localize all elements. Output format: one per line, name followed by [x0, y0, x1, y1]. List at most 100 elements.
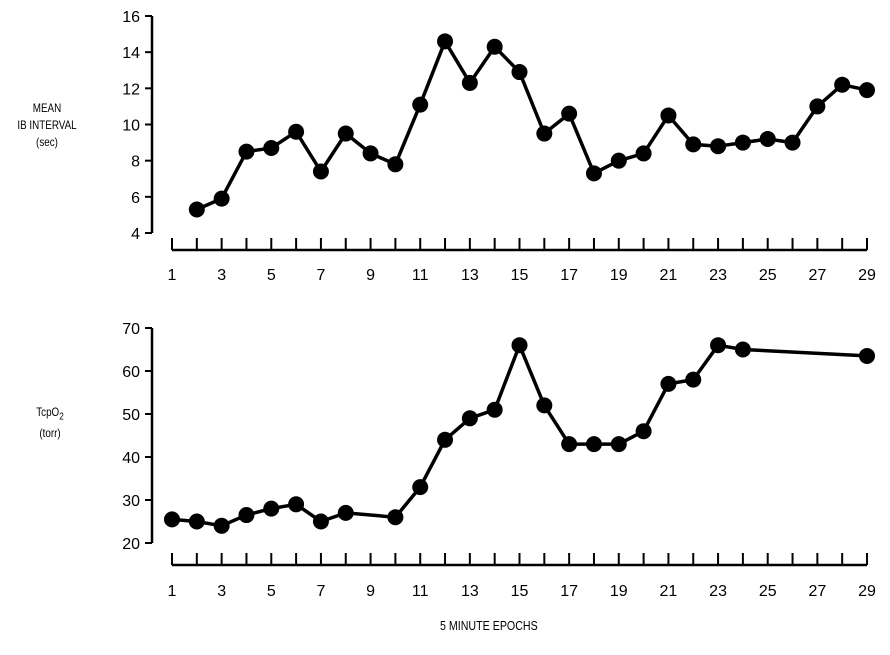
top-data-point [461, 74, 478, 91]
bottom-data-point [238, 507, 255, 524]
top-x-tick-label: 27 [808, 267, 826, 284]
bottom-data-point [685, 371, 702, 388]
bottom-data-point [859, 347, 875, 364]
top-data-point [834, 76, 851, 93]
bottom-data-point [660, 375, 677, 392]
top-x-tick-label: 13 [461, 267, 479, 284]
bottom-data-point [387, 509, 404, 526]
top-data-point [511, 64, 528, 81]
bottom-data-point [213, 517, 230, 534]
top-ylabel-line: IB INTERVAL [17, 118, 77, 132]
bottom-x-tick-label: 17 [560, 583, 578, 600]
top-x-tick-label: 19 [610, 267, 628, 284]
bottom-y-tick-label: 70 [122, 321, 140, 338]
x-axis-label: 5 MINUTE EPOCHS [440, 618, 538, 633]
top-data-point [759, 130, 776, 147]
bottom-data-point [585, 436, 602, 453]
top-data-point [660, 107, 677, 124]
top-data-point [312, 163, 329, 180]
top-data-point [734, 134, 751, 151]
bottom-data-point [188, 513, 205, 530]
top-data-point [486, 38, 503, 55]
top-data-point [238, 143, 255, 160]
bottom-x-tick-label: 29 [858, 583, 876, 600]
bottom-x-tick-label: 11 [412, 583, 429, 600]
top-data-point [809, 98, 826, 115]
bottom-data-point [734, 341, 751, 358]
top-data-point [685, 136, 702, 153]
bottom-ylabel-subscript: 2 [59, 411, 64, 423]
top-y-tick-label: 14 [122, 45, 140, 62]
top-x-tick-label: 29 [858, 267, 876, 284]
top-y-tick-label: 16 [122, 9, 140, 26]
top-data-point [387, 156, 404, 173]
top-series-line [196, 39, 868, 212]
bottom-series-line [171, 343, 868, 528]
top-data-point [412, 96, 429, 113]
bottom-data-point [561, 436, 578, 453]
bottom-x-tick-label: 27 [808, 583, 826, 600]
top-ylabel: MEAN IB INTERVAL (sec) [10, 100, 84, 151]
bottom-data-point [511, 337, 528, 354]
bottom-x-tick-label: 21 [660, 583, 678, 600]
bottom-ylabel-unit: (torr) [39, 426, 61, 441]
bottom-x-tick-label: 13 [461, 583, 479, 600]
bottom-data-point [164, 511, 180, 528]
top-data-point [710, 138, 727, 155]
bottom-x-tick-label: 19 [610, 583, 628, 600]
bottom-y-tick-label: 40 [122, 450, 140, 467]
top-data-point [859, 82, 875, 99]
bottom-x-tick-label: 5 [267, 583, 276, 600]
bottom-y-tick-label: 20 [122, 536, 140, 553]
top-data-point [784, 134, 801, 151]
bottom-x-tick-label: 15 [511, 583, 529, 600]
top-data-point [561, 105, 578, 122]
bottom-x-tick-label: 3 [217, 583, 226, 600]
top-x-tick-label: 1 [168, 267, 177, 284]
bottom-data-point [263, 500, 280, 517]
top-data-point [213, 190, 230, 207]
top-data-point [585, 165, 602, 182]
bottom-data-point [337, 504, 354, 521]
top-x-tick-label: 21 [660, 267, 678, 284]
bottom-x-tick-label: 9 [366, 583, 375, 600]
top-data-point [288, 123, 305, 140]
top-y-tick-label: 4 [131, 226, 140, 243]
bottom-data-point [437, 431, 454, 448]
top-x-tick-label: 7 [316, 267, 325, 284]
top-y-tick-label: 12 [122, 81, 140, 98]
bottom-data-point [610, 436, 627, 453]
top-y-tick-label: 6 [131, 190, 140, 207]
bottom-data-point [461, 410, 478, 427]
bottom-data-point [536, 397, 553, 414]
bottom-data-point [486, 401, 503, 418]
top-x-tick-label: 11 [412, 267, 429, 284]
top-data-point [337, 125, 354, 142]
top-ylabel-line: MEAN [32, 101, 62, 115]
bottom-ylabel: TcpO2 (torr) [9, 404, 91, 442]
bottom-x-tick-label: 7 [316, 583, 325, 600]
top-x-tick-label: 5 [267, 267, 276, 284]
top-data-point [437, 33, 454, 50]
bottom-data-point [312, 513, 329, 530]
top-data-point [188, 201, 205, 218]
top-x-tick-label: 23 [709, 267, 727, 284]
bottom-x-tick-label: 1 [168, 583, 177, 600]
bottom-y-tick-label: 30 [122, 493, 140, 510]
bottom-ylabel-main: TcpO2 [36, 405, 64, 423]
bottom-y-tick-label: 60 [122, 364, 140, 381]
bottom-x-tick-label: 25 [759, 583, 777, 600]
bottom-y-tick-label: 50 [122, 407, 140, 424]
top-x-tick-label: 17 [560, 267, 578, 284]
top-data-point [536, 125, 553, 142]
top-data-point [635, 145, 652, 162]
top-y-tick-label: 10 [122, 118, 140, 135]
bottom-x-tick-label: 23 [709, 583, 727, 600]
top-ylabel-line: (sec) [36, 135, 58, 149]
top-data-point [263, 140, 280, 157]
top-y-tick-label: 8 [131, 154, 140, 171]
bottom-data-point [635, 423, 652, 440]
bottom-data-point [710, 337, 727, 354]
